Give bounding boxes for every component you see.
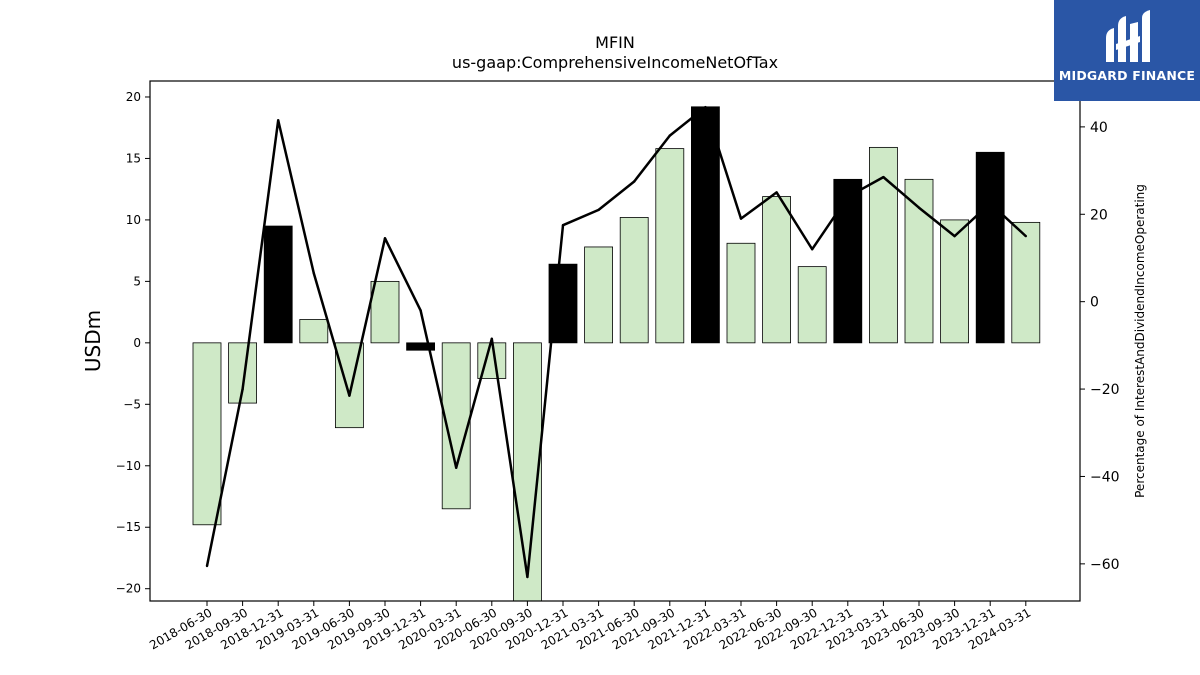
bar bbox=[726, 242, 756, 344]
line-point bbox=[526, 575, 529, 579]
line-series bbox=[205, 105, 1027, 579]
y-tick-label: 0 bbox=[133, 336, 141, 350]
line-point bbox=[383, 237, 387, 240]
line-point bbox=[775, 191, 778, 194]
line-point bbox=[917, 206, 921, 209]
line-point bbox=[419, 309, 422, 312]
y2-tick-label: 40 bbox=[1090, 120, 1108, 136]
bar bbox=[584, 246, 613, 344]
y2-tick-label: −40 bbox=[1090, 469, 1120, 485]
line-point bbox=[846, 195, 849, 198]
line-point bbox=[811, 248, 814, 251]
bar bbox=[797, 266, 827, 344]
y-tick-label: −10 bbox=[116, 459, 141, 473]
y2-tick-label: −20 bbox=[1090, 382, 1120, 398]
line-point bbox=[455, 466, 458, 469]
bar bbox=[513, 342, 542, 601]
y2-tick-label: 0 bbox=[1090, 295, 1099, 311]
line-point bbox=[561, 224, 565, 227]
line-point bbox=[633, 180, 636, 183]
line-point bbox=[277, 119, 280, 122]
bars-layer bbox=[192, 106, 1041, 601]
y-tick-label: −5 bbox=[123, 397, 141, 411]
line-layer bbox=[205, 105, 1028, 579]
bar bbox=[904, 178, 934, 344]
y-tick-label: −15 bbox=[116, 520, 141, 534]
line-point bbox=[348, 394, 351, 397]
line-point bbox=[704, 106, 707, 109]
line-point bbox=[989, 202, 992, 205]
chart-subtitle: us-gaap:ComprehensiveIncomeNetOfTax bbox=[452, 53, 778, 72]
line-point bbox=[882, 175, 885, 179]
bar bbox=[619, 217, 649, 344]
line-point bbox=[312, 272, 315, 275]
bar bbox=[869, 146, 898, 344]
bar bbox=[263, 225, 293, 344]
line-point bbox=[597, 208, 600, 212]
logo-mark-icon bbox=[1106, 10, 1150, 62]
midgard-finance-logo: MIDGARD FINANCE bbox=[1054, 0, 1200, 101]
y-tick-label: 10 bbox=[126, 213, 141, 227]
line-point bbox=[490, 337, 493, 341]
line-point bbox=[1024, 234, 1028, 238]
bar bbox=[762, 196, 791, 344]
y2-tick-label: 20 bbox=[1090, 207, 1108, 223]
y2-tick-label: −60 bbox=[1090, 557, 1120, 573]
axes-layer: −20−15−10−505101520−60−40−20020402018-06… bbox=[116, 80, 1120, 652]
line-point bbox=[241, 387, 244, 391]
line-point bbox=[205, 564, 209, 568]
bar bbox=[833, 178, 863, 344]
bar-group bbox=[192, 106, 1041, 601]
bar bbox=[975, 151, 1005, 344]
logo-text: MIDGARD FINANCE bbox=[1058, 68, 1196, 83]
bar bbox=[299, 319, 329, 344]
line-point bbox=[668, 134, 671, 137]
y-axis-label: USDm bbox=[81, 310, 105, 372]
plot-frame bbox=[149, 80, 1081, 602]
bar bbox=[441, 342, 471, 510]
y-tick-label: 5 bbox=[133, 274, 141, 288]
y-tick-label: −20 bbox=[116, 582, 141, 596]
line-point bbox=[739, 217, 743, 220]
bar bbox=[406, 342, 436, 351]
y-tick-label: 20 bbox=[126, 90, 141, 104]
bar bbox=[1011, 221, 1041, 344]
y-tick-label: 15 bbox=[126, 151, 141, 165]
chart-title: MFIN bbox=[595, 33, 635, 52]
bar bbox=[370, 280, 400, 344]
bar bbox=[691, 106, 720, 344]
y2-axis-label: Percentage of InterestAndDividendIncomeO… bbox=[1133, 184, 1147, 498]
line-point bbox=[953, 234, 956, 238]
bar bbox=[655, 148, 685, 344]
bar bbox=[940, 219, 969, 344]
bar bbox=[192, 342, 222, 526]
